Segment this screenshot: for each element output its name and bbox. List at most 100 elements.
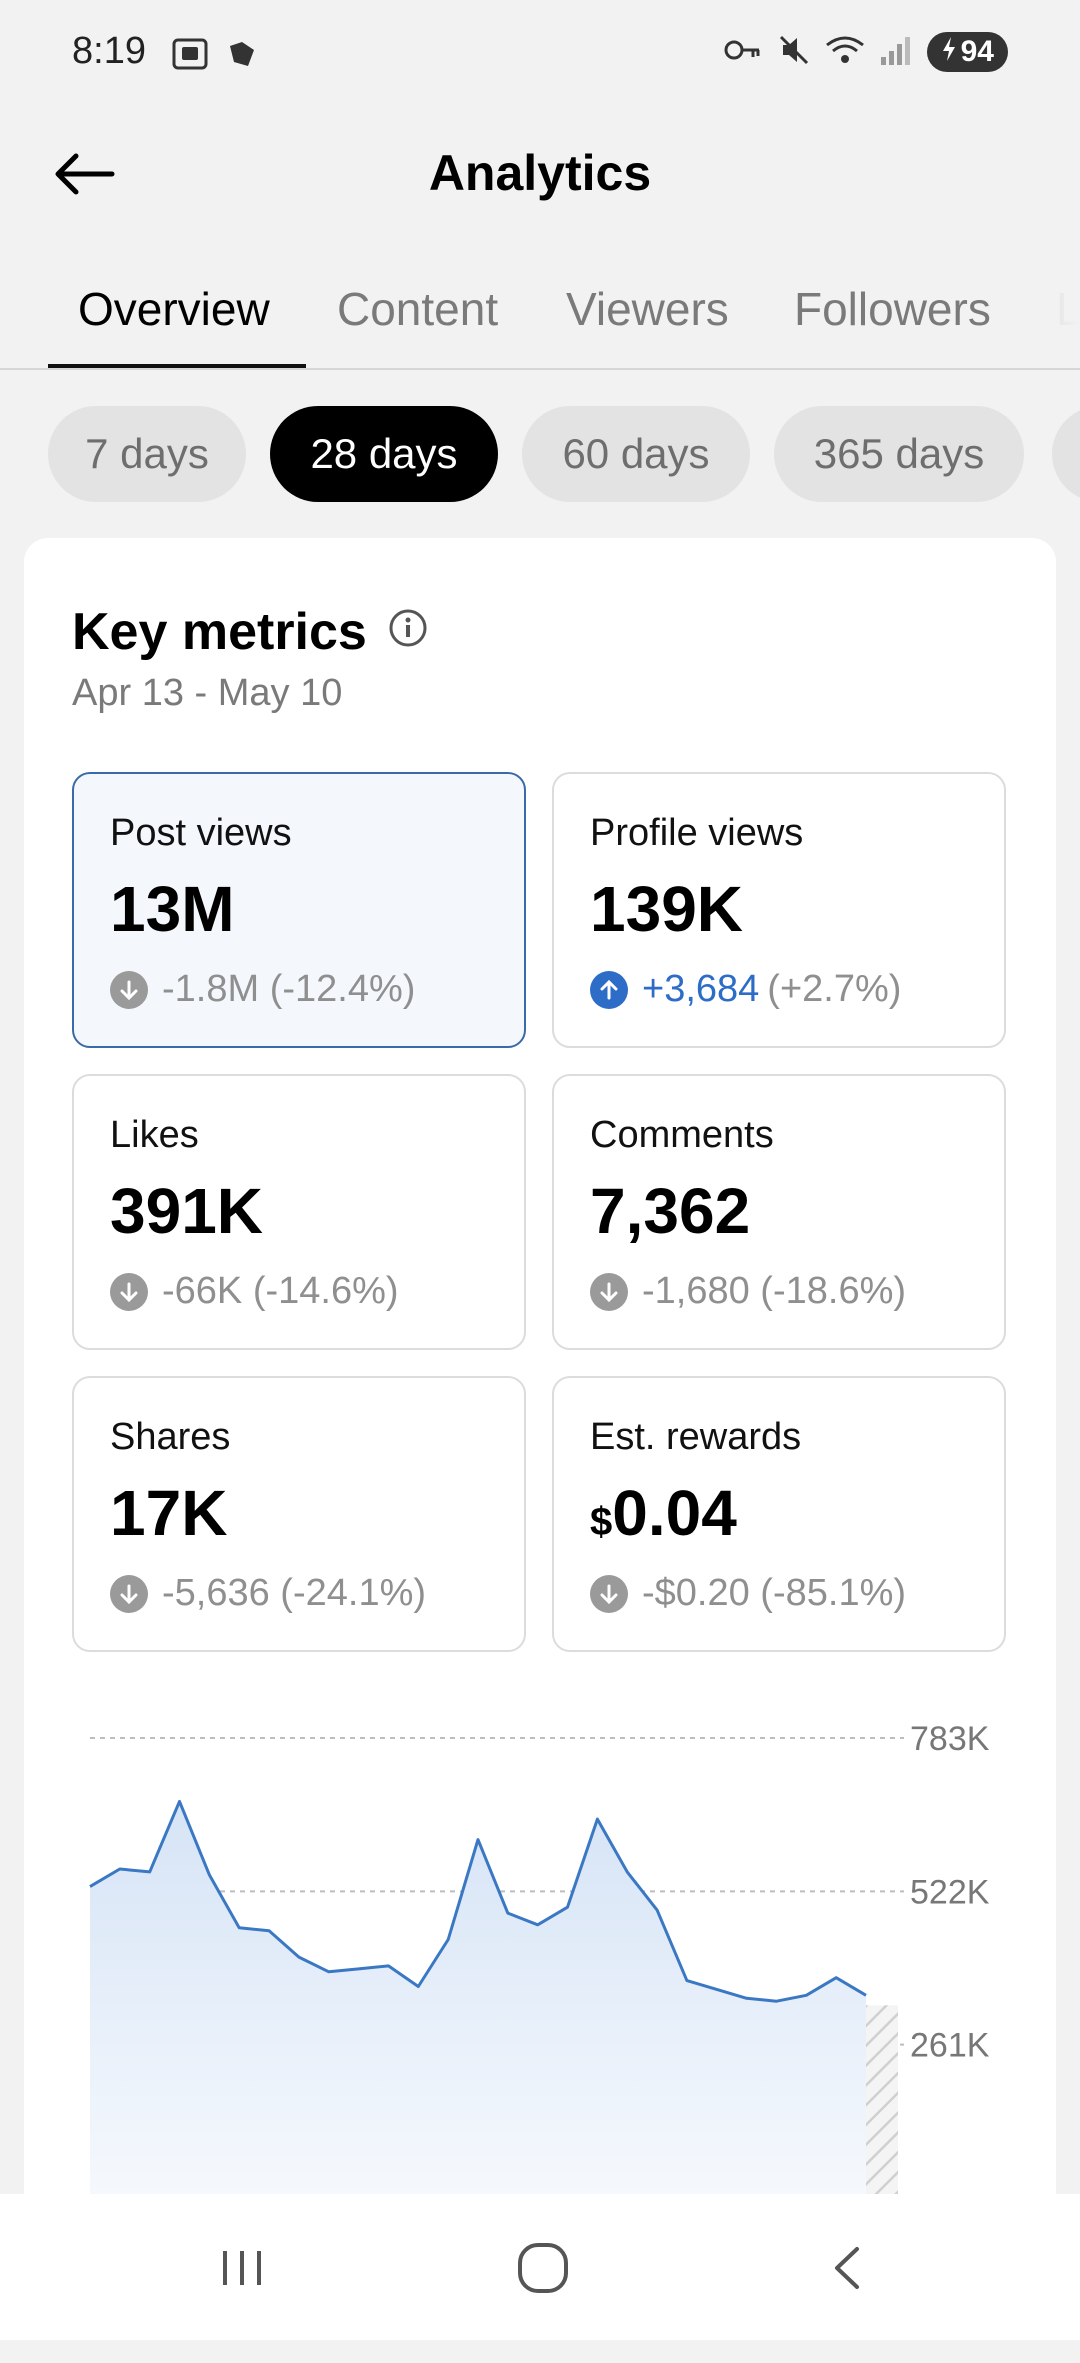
status-left-icons — [170, 36, 260, 77]
y-tick-label: 783K — [910, 1720, 990, 1758]
metric-comments[interactable]: Comments 7,362 -1,680 (-18.6%) — [552, 1074, 1006, 1350]
wifi-icon — [825, 33, 865, 72]
chip-365-days[interactable]: 365 days — [774, 406, 1024, 502]
metric-est-rewards[interactable]: Est. rewards $0.04 -$0.20 (-85.1%) — [552, 1376, 1006, 1652]
active-tab-indicator — [48, 364, 306, 368]
arrow-down-icon — [590, 1574, 628, 1613]
metric-likes[interactable]: Likes 391K -66K (-14.6%) — [72, 1074, 526, 1350]
metric-change-text: -66K (-14.6%) — [162, 1270, 399, 1312]
status-right-icons: 94 — [723, 32, 1008, 72]
metric-change: -$0.20 (-85.1%) — [590, 1572, 906, 1615]
tab-overview[interactable]: Overview — [78, 283, 270, 335]
chip-28-days[interactable]: 28 days — [270, 406, 498, 502]
chip-7-days[interactable]: 7 days — [48, 406, 246, 502]
metric-label: Comments — [590, 1114, 774, 1156]
metric-change-text: -1,680 (-18.6%) — [642, 1270, 907, 1312]
arrow-up-icon — [590, 970, 628, 1009]
data-point[interactable] — [617, 1862, 637, 1882]
data-point[interactable] — [229, 1918, 249, 1938]
data-point[interactable] — [498, 1903, 518, 1923]
data-point[interactable] — [558, 1897, 578, 1917]
back-icon — [823, 2243, 873, 2298]
tab-content[interactable]: Content — [337, 283, 499, 335]
chip-60-days[interactable]: 60 days — [522, 406, 750, 502]
data-point[interactable] — [289, 1947, 309, 1967]
currency-symbol: $ — [590, 1500, 613, 1544]
arrow-down-icon — [590, 1272, 628, 1311]
charging-icon — [941, 35, 957, 69]
metric-shares[interactable]: Shares 17K -5,636 (-24.1%) — [72, 1376, 526, 1652]
y-tick-label: 261K — [910, 2027, 990, 2065]
key-metrics-title: Key metrics — [72, 603, 367, 661]
chart-svg: 783K 522K 261K — [80, 1720, 990, 2319]
metric-change-text: -1.8M (-12.4%) — [162, 968, 416, 1010]
metric-value: 391K — [110, 1175, 263, 1247]
metric-value: 139K — [590, 873, 743, 945]
metric-change-text: -5,636 (-24.1%) — [162, 1572, 427, 1614]
info-icon[interactable] — [387, 602, 429, 662]
data-point[interactable] — [707, 1979, 727, 1999]
metric-change: -66K (-14.6%) — [110, 1270, 399, 1313]
data-point[interactable] — [170, 1791, 190, 1811]
metric-value-number: 0.04 — [612, 1477, 737, 1549]
tab-followers[interactable]: Followers — [794, 283, 991, 335]
data-point[interactable] — [140, 1862, 160, 1882]
metric-change-abs: +3,684 — [642, 968, 760, 1010]
metric-change-pct: (+2.7%) — [767, 968, 902, 1010]
metric-change: -1,680 (-18.6%) — [590, 1270, 906, 1313]
tab-fade — [1000, 240, 1080, 366]
metric-post-views[interactable]: Post views 13M -1.8M (-12.4%) — [72, 772, 526, 1048]
metric-value: $0.04 — [590, 1476, 737, 1550]
data-point[interactable] — [468, 1830, 488, 1850]
battery-icon: 94 — [926, 32, 1008, 72]
data-point[interactable] — [766, 1991, 786, 2011]
data-point[interactable] — [80, 1877, 100, 1897]
home-button[interactable] — [503, 2230, 583, 2310]
data-point[interactable] — [378, 1956, 398, 1976]
back-button[interactable] — [48, 140, 120, 212]
metric-label: Likes — [110, 1114, 199, 1156]
metric-change: -1.8M (-12.4%) — [110, 968, 415, 1011]
tab-bar: Overview Content Viewers Followers L — [0, 240, 1080, 370]
data-point[interactable] — [856, 1985, 876, 2005]
data-point[interactable] — [349, 1959, 369, 1979]
tab-viewers[interactable]: Viewers — [566, 283, 729, 335]
data-point[interactable] — [408, 1977, 428, 1997]
data-point[interactable] — [677, 1971, 697, 1991]
mute-icon — [777, 33, 811, 72]
back-arrow-icon — [52, 150, 116, 203]
post-views-chart[interactable]: 783K 522K 261K — [24, 1698, 1056, 2358]
metric-label: Est. rewards — [590, 1416, 802, 1458]
signal-icon — [879, 33, 913, 72]
recents-icon — [217, 2243, 267, 2298]
data-point[interactable] — [587, 1809, 607, 1829]
data-point[interactable] — [528, 1915, 548, 1935]
data-point[interactable] — [826, 1968, 846, 1988]
metric-profile-views[interactable]: Profile views 139K +3,684 (+2.7%) — [552, 772, 1006, 1048]
status-time: 8:19 — [72, 30, 146, 72]
series-area — [90, 1801, 866, 2318]
data-point[interactable] — [259, 1921, 279, 1941]
data-point[interactable] — [199, 1865, 219, 1885]
data-point[interactable] — [737, 1988, 757, 2008]
home-icon — [515, 2240, 571, 2301]
recents-button[interactable] — [202, 2230, 282, 2310]
screenshot-icon — [170, 36, 210, 77]
y-tick-label: 522K — [910, 1873, 990, 1911]
date-range: Apr 13 - May 10 — [72, 672, 343, 714]
data-point[interactable] — [438, 1930, 458, 1950]
metric-value: 13M — [110, 873, 235, 945]
arrow-down-icon — [110, 1574, 148, 1613]
system-back-button[interactable] — [808, 2230, 888, 2310]
header: Analytics — [0, 110, 1080, 240]
metric-label: Shares — [110, 1416, 231, 1458]
metric-change: +3,684 (+2.7%) — [590, 968, 901, 1011]
system-nav-bar — [0, 2194, 1080, 2340]
key-metrics-heading: Key metrics — [72, 602, 429, 662]
data-point[interactable] — [319, 1962, 339, 1982]
data-point[interactable] — [647, 1900, 667, 1920]
data-point[interactable] — [110, 1859, 130, 1879]
vpn-key-icon — [723, 35, 763, 70]
chip-more[interactable] — [1052, 406, 1080, 502]
data-point[interactable] — [796, 1985, 816, 2005]
